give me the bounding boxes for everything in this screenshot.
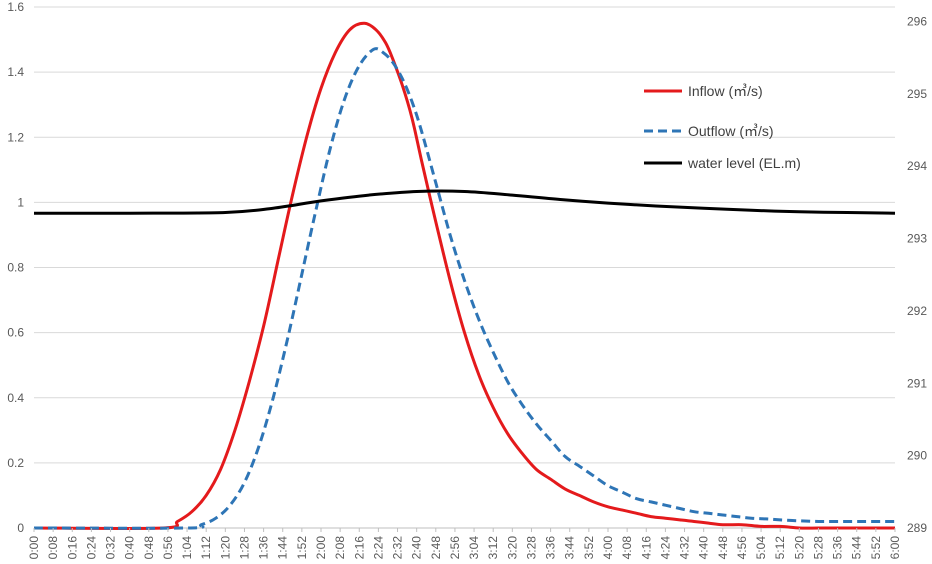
x-tick-label: 3:28 <box>524 536 538 560</box>
y-tick-label: 1.2 <box>7 130 24 144</box>
y2-tick-label: 295 <box>907 87 927 101</box>
x-tick-label: 0:56 <box>161 536 175 560</box>
y-tick-label: 1.6 <box>7 0 24 14</box>
x-tick-label: 2:16 <box>352 536 366 560</box>
legend-outflow: Outflow (㎥/s) <box>644 123 774 139</box>
legend: Inflow (㎥/s) Outflow (㎥/s) water level (EL… <box>644 83 801 171</box>
legend-inflow: Inflow (㎥/s) <box>644 83 763 99</box>
y-tick-label: 0 <box>17 521 24 535</box>
grid-lines <box>34 6 895 529</box>
y2-tick-label: 290 <box>907 449 927 463</box>
x-tick-label: 1:04 <box>180 536 194 560</box>
water-level-line <box>33 189 896 215</box>
y-tick-label: 1 <box>17 195 24 209</box>
x-tick-label: 1:20 <box>218 536 232 560</box>
y2-tick-label: 291 <box>907 376 927 390</box>
x-tick-label: 4:08 <box>620 536 634 560</box>
x-tick-label: 0:40 <box>123 536 137 560</box>
x-tick-label: 3:36 <box>544 536 558 560</box>
x-tick-label: 1:44 <box>276 536 290 560</box>
x-tick-label: 0:24 <box>84 536 98 560</box>
legend-water-level: water level (EL.m) <box>644 155 801 171</box>
x-tick-label: 4:24 <box>658 536 672 560</box>
x-tick-label: 5:44 <box>850 536 864 560</box>
x-tick-label: 1:52 <box>295 536 309 560</box>
y-axis-left: 0 0.2 0.4 0.6 0.8 1 1.2 1.4 1.6 <box>7 0 24 535</box>
series-lines <box>33 21 896 530</box>
y-tick-label: 0.2 <box>7 456 24 470</box>
x-tick-label: 0:08 <box>46 536 60 560</box>
y2-tick-label: 294 <box>907 159 927 173</box>
x-tick-label: 4:40 <box>697 536 711 560</box>
x-tick-label: 6:00 <box>888 536 902 560</box>
x-tick-label: 4:00 <box>601 536 615 560</box>
x-tick-label: 2:40 <box>410 536 424 560</box>
x-tick-label: 2:00 <box>314 536 328 560</box>
y2-tick-label: 292 <box>907 304 927 318</box>
y2-tick-label: 293 <box>907 232 927 246</box>
x-tick-label: 4:16 <box>639 536 653 560</box>
y-tick-label: 1.4 <box>7 65 24 79</box>
x-tick-label: 5:04 <box>754 536 768 560</box>
x-tick-label: 2:08 <box>333 536 347 560</box>
x-tick-label: 3:12 <box>486 536 500 560</box>
x-tick-label: 4:32 <box>678 536 692 560</box>
x-tick-label: 2:24 <box>371 536 385 560</box>
x-tick-label: 1:12 <box>199 536 213 560</box>
x-tick-label: 3:04 <box>467 536 481 560</box>
outflow-line <box>33 47 895 530</box>
x-tick-label: 3:20 <box>505 536 519 560</box>
x-tick-label: 4:56 <box>735 536 749 560</box>
x-tick-label: 0:48 <box>142 536 156 560</box>
x-tick-label: 5:12 <box>773 536 787 560</box>
y2-tick-label: 289 <box>907 521 927 535</box>
x-tick-label: 2:32 <box>391 536 405 560</box>
x-tick-label: 0:00 <box>27 536 41 560</box>
x-tick-label: 1:28 <box>237 536 251 560</box>
x-tick-label: 3:44 <box>563 536 577 560</box>
y-tick-label: 0.4 <box>7 391 24 405</box>
legend-label: water level (EL.m) <box>687 155 801 171</box>
y-tick-label: 0.8 <box>7 261 24 275</box>
x-tick-label: 5:36 <box>831 536 845 560</box>
y-axis-right: 289 290 291 292 293 294 295 296 <box>907 14 927 535</box>
inflow-line <box>33 21 895 530</box>
x-tick-label: 5:28 <box>811 536 825 560</box>
x-tick-label: 5:52 <box>869 536 883 560</box>
y2-tick-label: 296 <box>907 14 927 28</box>
legend-label: Outflow (㎥/s) <box>688 123 774 139</box>
legend-label: Inflow (㎥/s) <box>688 83 763 99</box>
y-tick-label: 0.6 <box>7 326 24 340</box>
x-tick-label: 5:20 <box>792 536 806 560</box>
x-tick-label: 2:48 <box>429 536 443 560</box>
x-tick-label: 4:48 <box>716 536 730 560</box>
x-tick-label: 0:16 <box>65 536 79 560</box>
x-tick-label: 2:56 <box>448 536 462 560</box>
x-tick-label: 3:52 <box>582 536 596 560</box>
x-tick-label: 1:36 <box>257 536 271 560</box>
x-tick-label: 0:32 <box>104 536 118 560</box>
x-axis: 0:00 0:08 0:16 0:24 0:32 0:40 0:48 0:56 1:04 1:12… <box>27 528 902 559</box>
